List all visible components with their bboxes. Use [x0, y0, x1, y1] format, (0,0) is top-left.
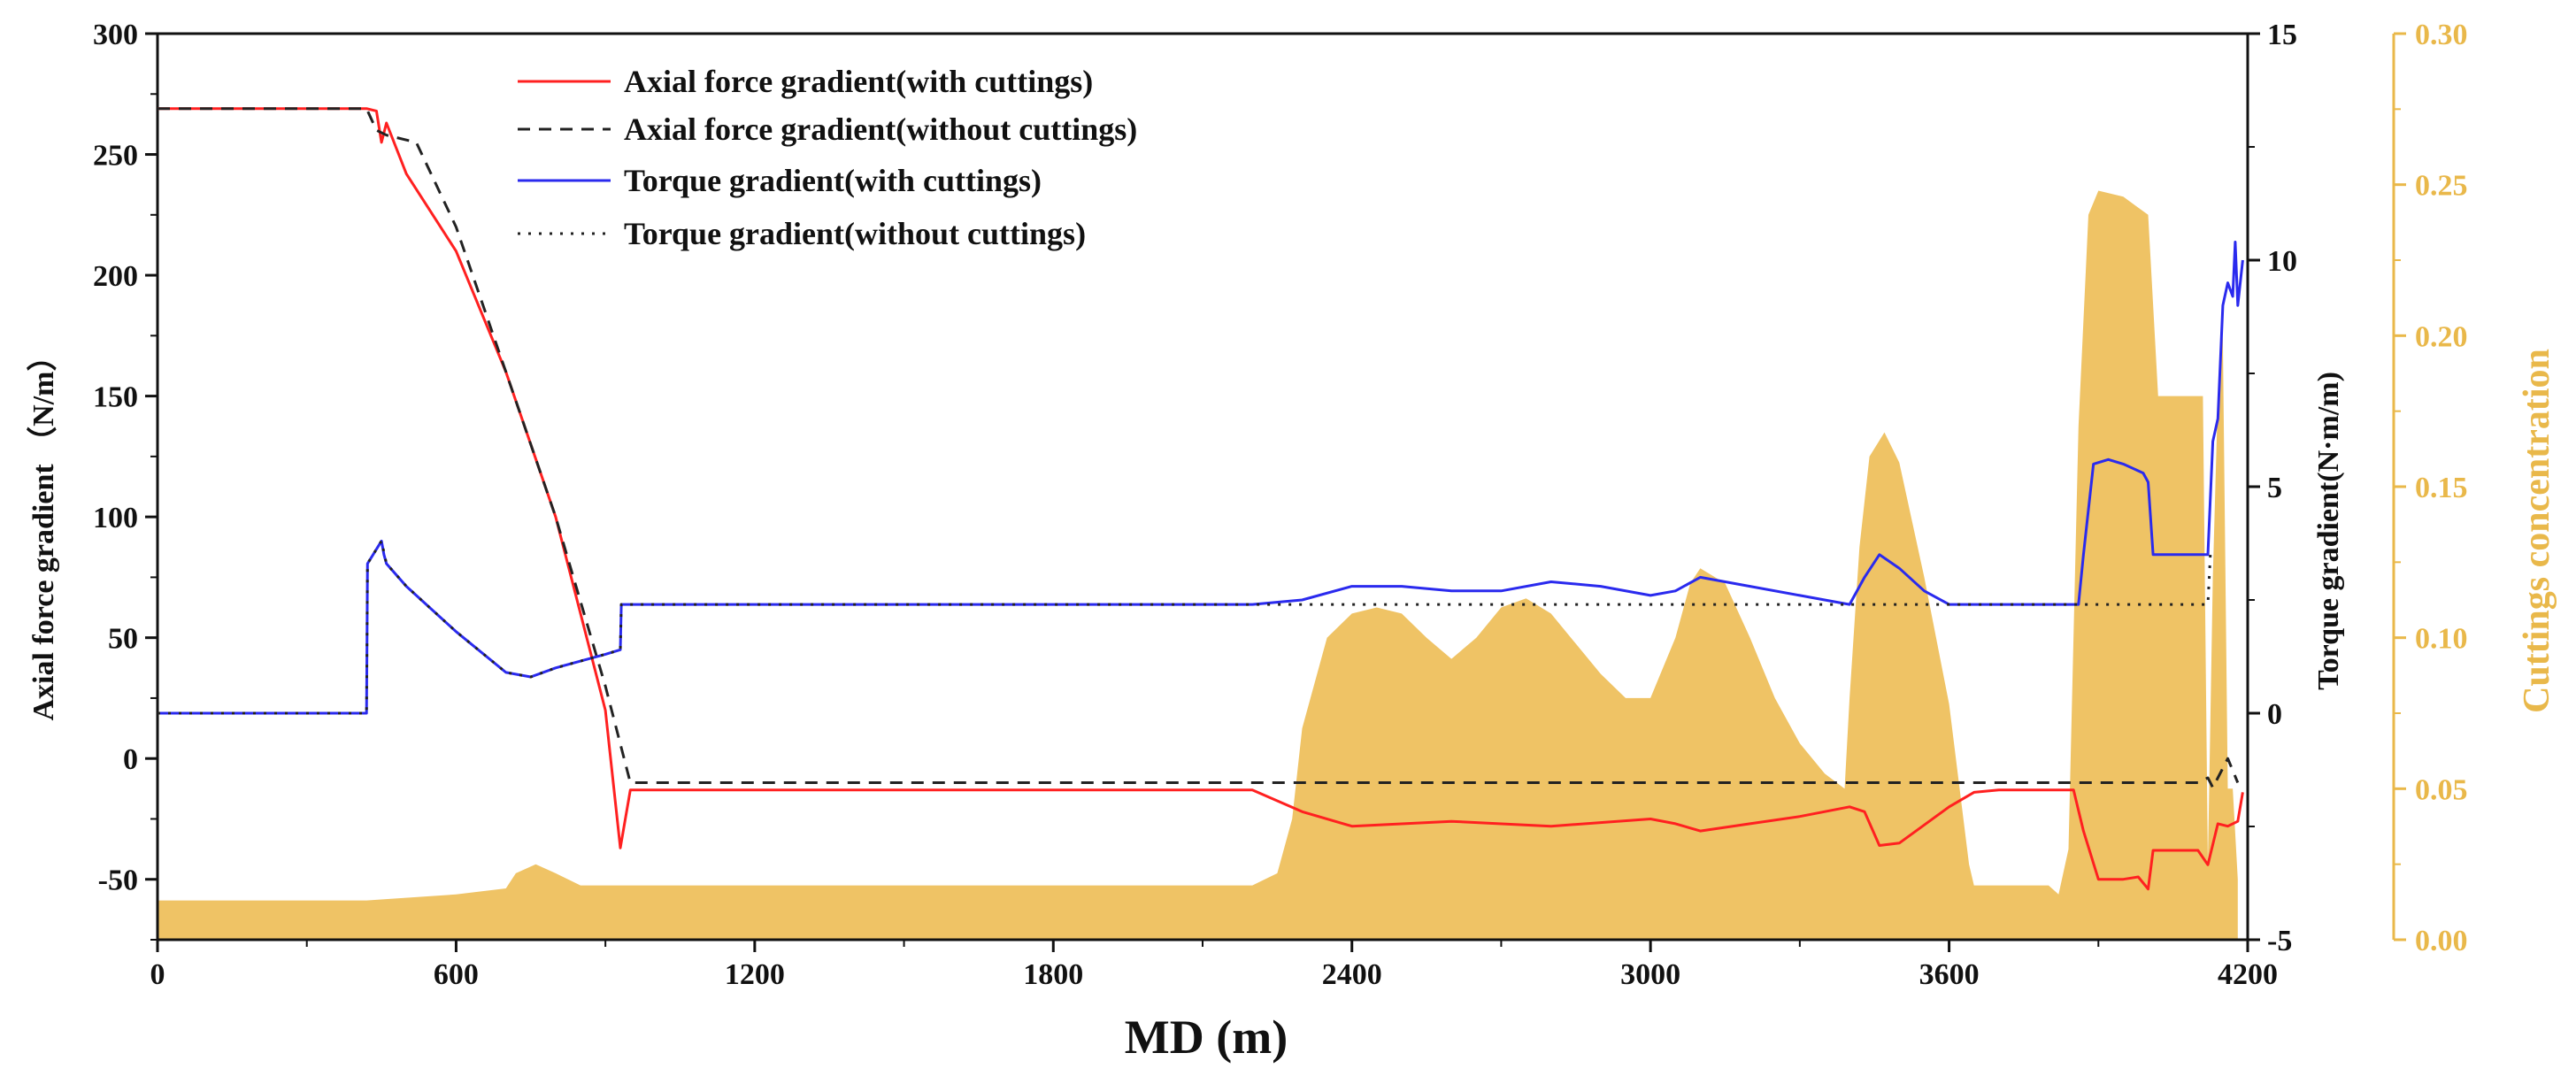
x-tick-label: 600: [434, 958, 479, 991]
y-far-right-tick-label: 0.05: [2415, 773, 2468, 806]
y-right-tick-label: 5: [2267, 472, 2282, 504]
ticks-layer: 0 600 1200 1800 2400 3000 3600 4200-50050100150…: [93, 19, 2468, 991]
series-layer: [158, 107, 2244, 891]
y-far-right-tick-label: 0.10: [2415, 623, 2468, 656]
y-left-tick-label: 50: [108, 623, 138, 656]
y-far-right-tick-label: 0.00: [2415, 925, 2468, 957]
x-tick-label: 2400: [1322, 958, 1382, 991]
y-far-right-axis-title: Cuttings concentration: [2517, 349, 2557, 713]
y-far-right-tick-label: 0.30: [2415, 19, 2468, 51]
y-far-right-tick-label: 0.25: [2415, 170, 2468, 203]
plot-frame: [156, 32, 2395, 942]
legend-label-torque-without: Torque gradient(without cuttings): [624, 216, 1086, 251]
y-left-tick-label: 300: [93, 19, 138, 51]
series-area-cuttings-concentration: [158, 190, 2238, 940]
cuttings-area-layer: [158, 190, 2238, 940]
y-right-axis-title: Torque gradient(N·m/m): [2312, 372, 2345, 690]
y-right-tick-label: 15: [2267, 19, 2297, 51]
x-tick-label: 0: [150, 958, 165, 991]
legend-label-torque-with: Torque gradient(with cuttings): [624, 163, 1042, 198]
axis-titles: MD (m) Axial force gradient （N/m） Torque…: [26, 341, 2557, 1064]
y-left-tick-label: 150: [93, 381, 138, 414]
x-tick-label: 3600: [1919, 958, 1980, 991]
x-tick-label: 1200: [725, 958, 785, 991]
legend-label-axial-without: Axial force gradient(without cuttings): [624, 111, 1137, 147]
series-line-axial-with: [158, 107, 2244, 891]
y-left-tick-label: 200: [93, 260, 138, 293]
y-far-right-tick-label: 0.15: [2415, 472, 2468, 504]
y-far-right-tick-label: 0.20: [2415, 320, 2468, 353]
x-tick-label: 4200: [2218, 958, 2278, 991]
series-line-axial-without: [158, 107, 2240, 789]
y-left-axis-title: Axial force gradient （N/m）: [26, 341, 60, 720]
x-tick-label: 3000: [1620, 958, 1680, 991]
y-left-tick-label: 0: [123, 743, 138, 776]
y-right-tick-label: 10: [2267, 245, 2297, 278]
y-left-tick-label: 250: [93, 140, 138, 173]
series-line-torque-without: [158, 539, 2213, 715]
y-right-tick-label: -5: [2267, 925, 2292, 957]
y-left-tick-label: -50: [98, 865, 138, 897]
x-axis-title: MD (m): [1125, 1011, 1288, 1064]
legend: Axial force gradient(with cuttings) Axia…: [518, 64, 1137, 251]
x-tick-label: 1800: [1023, 958, 1083, 991]
y-left-tick-label: 100: [93, 502, 138, 534]
legend-label-axial-with: Axial force gradient(with cuttings): [624, 64, 1093, 99]
y-right-tick-label: 0: [2267, 698, 2282, 731]
